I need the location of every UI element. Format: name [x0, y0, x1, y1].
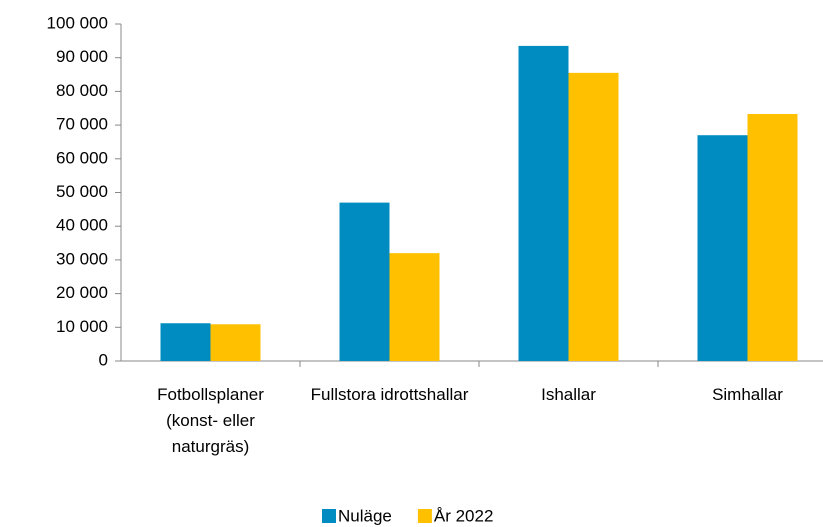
- legend-label: År 2022: [434, 506, 494, 525]
- bar: [697, 135, 748, 361]
- y-tick-label: 90 000: [56, 47, 108, 66]
- y-tick-label: 10 000: [56, 317, 108, 336]
- y-tick-label: 0: [99, 350, 108, 369]
- bar: [518, 45, 569, 361]
- legend-label: Nuläge: [338, 506, 392, 525]
- y-tick-label: 30 000: [56, 249, 108, 268]
- y-tick-label: 60 000: [56, 148, 108, 167]
- bar: [339, 202, 390, 361]
- y-tick-label: 20 000: [56, 283, 108, 302]
- bar: [568, 72, 619, 362]
- x-tick-label: Fotbollsplaner (konst- eller naturgräs): [157, 385, 264, 456]
- y-tick-label: 40 000: [56, 216, 108, 235]
- y-tick-label: 80 000: [56, 81, 108, 100]
- bar: [210, 324, 261, 361]
- y-tick-label: 100 000: [47, 13, 108, 32]
- bar: [389, 253, 440, 361]
- bar: [747, 113, 798, 361]
- y-tick-label: 50 000: [56, 182, 108, 201]
- bar: [160, 323, 211, 361]
- legend-swatch: [417, 509, 432, 523]
- legend-swatch: [322, 509, 336, 523]
- x-tick-label: Simhallar: [712, 385, 783, 404]
- y-tick-label: 70 000: [56, 115, 108, 134]
- x-tick-label: Fullstora idrottshallar: [310, 385, 469, 404]
- x-tick-label: Ishallar: [541, 385, 596, 404]
